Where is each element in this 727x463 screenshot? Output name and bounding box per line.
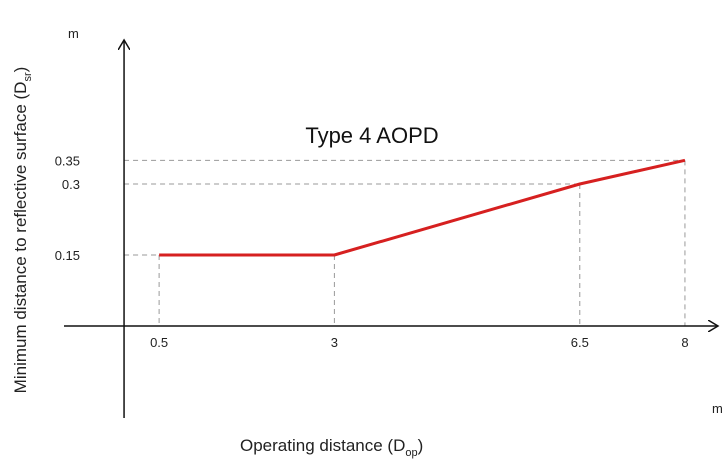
x-tick-labels: 0.5 3 6.5 8	[150, 335, 688, 350]
y-axis-title-sub: sr	[22, 72, 34, 82]
y-axis-title-close: )	[11, 67, 30, 73]
y-tick-label: 0.35	[55, 153, 80, 168]
x-unit-label: m	[712, 401, 723, 416]
guide-lines	[124, 159, 686, 326]
x-tick-label: 6.5	[571, 335, 589, 350]
x-axis-title: Operating distance (Dop)	[240, 436, 423, 459]
y-axis-title-main: Minimum distance to reflective surface (…	[11, 82, 30, 394]
x-tick-label: 3	[331, 335, 338, 350]
x-axis-title-sub: op	[405, 447, 417, 459]
series-line	[159, 158, 686, 257]
y-tick-labels: 0.15 0.3 0.35	[55, 153, 80, 263]
chart-title: Type 4 AOPD	[305, 123, 438, 148]
y-tick-label: 0.3	[62, 177, 80, 192]
x-axis-title-close: )	[418, 436, 424, 455]
y-unit-label: m	[68, 26, 79, 41]
y-tick-label: 0.15	[55, 248, 80, 263]
y-axis-title: Minimum distance to reflective surface (…	[11, 67, 34, 394]
x-tick-label: 0.5	[150, 335, 168, 350]
x-tick-label: 8	[681, 335, 688, 350]
x-axis-title-main: Operating distance (D	[240, 436, 405, 455]
